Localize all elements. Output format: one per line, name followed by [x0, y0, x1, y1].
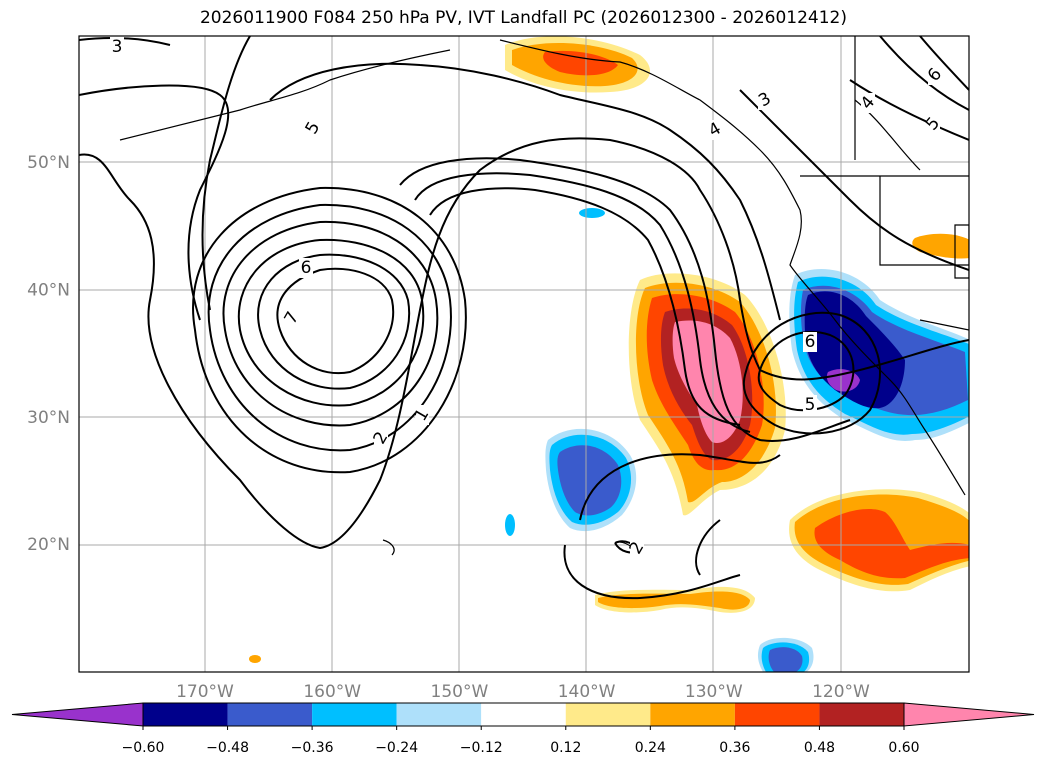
colorbar-segment [227, 703, 313, 726]
longitude-labels: 170°W 160°W 150°W 140°W 130°W 120°W [176, 682, 870, 702]
contour-label: 6 [805, 332, 816, 352]
colorbar-segment [143, 703, 228, 726]
colorbar-labels: −0.60 −0.48 −0.36 −0.24 −0.12 0.12 0.24 0.36 0.4… [122, 726, 920, 756]
colorbar-segment [734, 703, 820, 726]
colorbar-segment [819, 703, 904, 726]
colorbar-segment [312, 703, 397, 726]
colorbar-segment [481, 703, 566, 726]
contour-label: 5 [805, 395, 816, 415]
lat-tick-label: 30°N [27, 408, 70, 428]
colorbar-frame [142, 702, 905, 727]
colorbar-extend-low [11, 702, 144, 727]
lon-tick-label: 170°W [176, 682, 234, 702]
lon-tick-label: 130°W [685, 682, 743, 702]
coastlines [119, 36, 969, 556]
contour-trough [399, 157, 851, 442]
colorbar-tick-label: −0.60 [122, 740, 165, 756]
lat-tick-label: 50°N [27, 153, 70, 173]
colorbar-tick-label: −0.36 [291, 740, 334, 756]
colorbar [11, 702, 1035, 727]
lon-tick-label: 120°W [812, 682, 870, 702]
lon-tick-label: 160°W [303, 682, 361, 702]
colorbar-tick-label: −0.12 [460, 740, 503, 756]
contour-low-center [276, 267, 395, 375]
colorbar-tick-label: 0.48 [804, 740, 835, 756]
colorbar-tick-label: 0.12 [550, 740, 581, 756]
colorbar-segment [565, 703, 651, 726]
colorbar-segment [650, 703, 735, 726]
contour-alaska [79, 84, 230, 321]
contour-label: 3 [112, 37, 123, 57]
colorbar-tick-label: −0.24 [375, 740, 418, 756]
colorbar-tick-label: −0.48 [206, 740, 249, 756]
latitude-labels: 50°N 40°N 30°N 20°N [27, 153, 70, 555]
lon-tick-label: 140°W [558, 682, 616, 702]
lon-tick-label: 150°W [431, 682, 489, 702]
lat-tick-label: 40°N [27, 280, 70, 300]
colorbar-tick-label: 0.36 [719, 740, 750, 756]
lat-tick-label: 20°N [27, 535, 70, 555]
colorbar-tick-label: 0.60 [888, 740, 919, 756]
contour-ridge [269, 62, 781, 321]
contour-outer-west [79, 137, 969, 550]
map-frame [78, 35, 970, 673]
contour-lower-loop [579, 453, 781, 521]
contour-west-coast-low [757, 330, 855, 412]
pv-contours [79, 36, 969, 600]
colorbar-extend-high [903, 702, 1035, 727]
colorbar-tick-label: 0.24 [635, 740, 666, 756]
map-title: 2026011900 F084 250 hPa PV, IVT Landfall… [199, 8, 847, 28]
colorbar-segment [396, 703, 482, 726]
contour-label: 6 [301, 258, 312, 278]
